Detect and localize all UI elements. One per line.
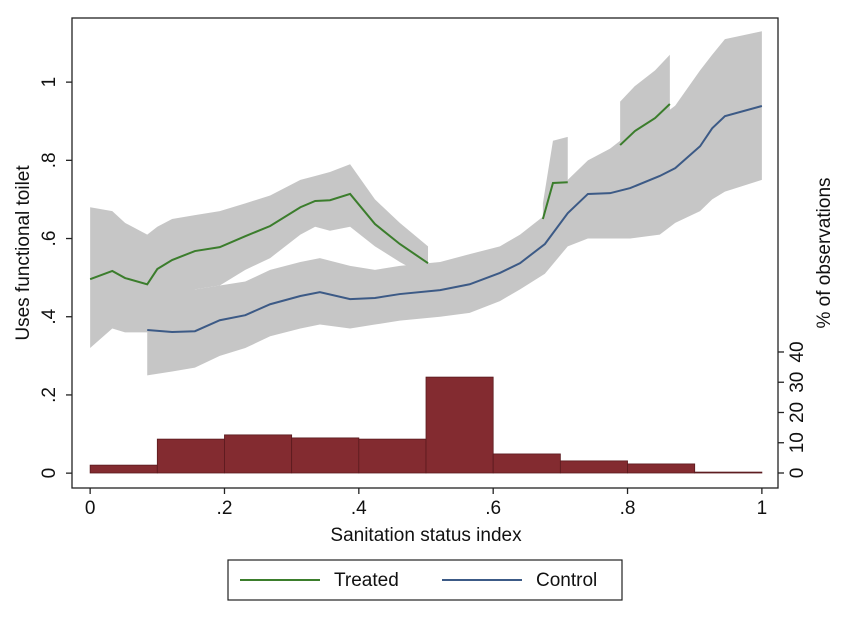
- legend-label: Control: [536, 570, 597, 591]
- x-tick-label: .2: [217, 498, 233, 519]
- x-tick-label: .4: [351, 498, 367, 519]
- confidence-band: [147, 31, 762, 376]
- y2-tick-label: 40: [787, 341, 808, 362]
- histogram-bar: [156, 438, 225, 474]
- y2-tick-label: 10: [787, 432, 808, 453]
- y-axis-label: Uses functional toilet: [13, 165, 34, 341]
- x-tick-label: 0: [85, 498, 96, 519]
- y-tick-label: 0: [39, 468, 60, 479]
- x-tick-label: 1: [757, 498, 768, 519]
- y2-tick-label: 30: [787, 372, 808, 393]
- histogram-bar: [627, 463, 696, 474]
- line: [541, 181, 568, 220]
- line: [147, 105, 763, 333]
- x-tick-label: .8: [620, 498, 636, 519]
- y2-tick-label: 0: [787, 468, 808, 479]
- histogram-bar: [89, 464, 158, 474]
- y2-tick-label: 20: [787, 402, 808, 423]
- y-tick-label: .8: [39, 152, 60, 168]
- histogram-bar: [291, 437, 360, 474]
- line: [619, 103, 671, 146]
- plot-frame: [71, 17, 779, 489]
- legend-label: Treated: [334, 570, 399, 591]
- histogram-bar: [559, 460, 628, 474]
- histogram-bar: [358, 438, 427, 474]
- x-tick-label: .6: [485, 498, 501, 519]
- y-tick-label: 1: [39, 77, 60, 88]
- histogram-bar: [492, 453, 561, 474]
- histogram-bar: [694, 471, 763, 474]
- confidence-band: [90, 164, 429, 349]
- y2-axis-label: % of observations: [814, 177, 835, 328]
- x-axis-label: Sanitation status index: [330, 525, 522, 546]
- line: [89, 192, 429, 286]
- histogram-bar: [425, 376, 494, 474]
- y-tick-label: .6: [39, 231, 60, 247]
- y-tick-label: .2: [39, 387, 60, 403]
- y-tick-label: .4: [39, 308, 60, 324]
- histogram-bar: [224, 434, 293, 474]
